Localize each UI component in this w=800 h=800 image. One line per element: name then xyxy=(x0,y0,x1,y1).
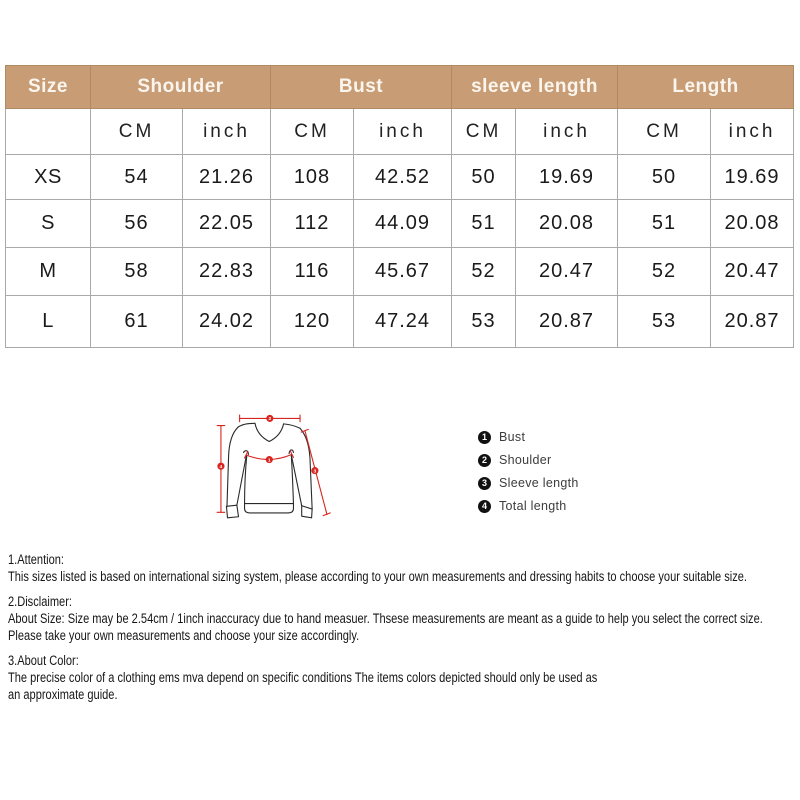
unit-header-cell: CM xyxy=(90,108,183,155)
legend-item-shoulder: 2 Shoulder xyxy=(478,452,579,468)
size-row: XS 54 21.26 108 42.52 50 19.69 50 19.69 xyxy=(5,154,795,200)
measurement-cell: 54 xyxy=(90,154,183,200)
column-group-header: Size xyxy=(5,65,91,109)
measurement-cell: 22.05 xyxy=(182,199,271,248)
measurement-cell: 44.09 xyxy=(352,199,453,248)
legend-item-bust: 1 Bust xyxy=(478,429,579,445)
column-group-header: sleeve length xyxy=(451,65,619,109)
legend-item-label: Total length xyxy=(499,499,567,513)
measurement-cell: 20.87 xyxy=(710,295,795,348)
unit-header-cell: CM xyxy=(617,108,712,155)
measurement-cell: 42.52 xyxy=(352,154,453,200)
measurement-cell: 112 xyxy=(270,199,354,248)
measurement-cell: 53 xyxy=(451,295,517,348)
legend-item-label: Bust xyxy=(499,430,526,444)
measurement-cell: 19.69 xyxy=(515,154,619,200)
measurement-cell: 51 xyxy=(617,199,712,248)
measurement-cell: 52 xyxy=(617,247,712,296)
attention-section: 1.Attention: This sizes listed is based … xyxy=(8,551,791,585)
marker-num-shoulder: 2 xyxy=(268,416,271,422)
column-group-row: Size Shoulder Bust sleeve length Length xyxy=(5,65,795,109)
disclaimer-text-line1: About Size: Size may be 2.54cm / 1inch i… xyxy=(8,611,763,626)
measurement-cell: 20.87 xyxy=(515,295,619,348)
column-group-header: Shoulder xyxy=(90,65,271,109)
sweater-outline xyxy=(225,422,313,519)
measurement-cell: 20.08 xyxy=(710,199,795,248)
measurement-cell: 45.67 xyxy=(352,247,453,296)
marker-num-bust: 1 xyxy=(268,457,271,463)
column-group-header: Bust xyxy=(269,65,453,109)
measurement-cell: 21.26 xyxy=(182,154,271,200)
marker-num-length: 4 xyxy=(220,464,223,470)
measurement-cell: 24.02 xyxy=(182,295,271,348)
legend-number-badge: 3 xyxy=(478,476,491,490)
size-chart-header: Size Shoulder Bust sleeve length Length CM in… xyxy=(5,65,795,155)
legend-item-sleeve-length: 3 Sleeve length xyxy=(478,475,579,491)
legend-number-badge: 4 xyxy=(478,499,491,513)
about-color-title: 3.About Color: xyxy=(8,653,79,668)
measurement-cell: 20.08 xyxy=(515,199,619,248)
legend-item-label: Shoulder xyxy=(499,453,552,467)
measurement-cell: 20.47 xyxy=(710,247,795,296)
measurement-cell: 53 xyxy=(617,295,712,348)
size-label-cell: S xyxy=(5,199,91,248)
measurement-cell: 22.83 xyxy=(182,247,271,296)
measurement-markers: 2 4 1 3 xyxy=(217,414,319,475)
size-row: L 61 24.02 120 47.24 53 20.87 53 20.87 xyxy=(5,295,795,348)
about-color-section: 3.About Color: The precise color of a cl… xyxy=(8,652,791,703)
size-label-cell: XS xyxy=(5,154,91,200)
measurement-cell: 20.47 xyxy=(515,247,619,296)
measurement-cell: 50 xyxy=(451,154,517,200)
measurement-cell: 19.69 xyxy=(710,154,795,200)
disclaimer-section: 2.Disclaimer: About Size: Size may be 2.… xyxy=(8,593,791,644)
marker-circle-shoulder xyxy=(266,414,274,422)
size-chart-table: Size Shoulder Bust sleeve length Length CM in… xyxy=(5,65,795,348)
measurement-legend: 1 Bust 2 Shoulder 3 Sleeve length 4 Tota… xyxy=(478,429,579,521)
size-row: S 56 22.05 112 44.09 51 20.08 51 20.08 xyxy=(5,199,795,248)
disclaimer-text-line2: Please take your own measurements and ch… xyxy=(8,628,360,643)
measurement-cell: 108 xyxy=(270,154,354,200)
disclaimer-title: 2.Disclaimer: xyxy=(8,594,72,609)
measurement-cell: 56 xyxy=(90,199,183,248)
size-chart-body: XS 54 21.26 108 42.52 50 19.69 50 19.69 S 56 22.05 1… xyxy=(5,154,795,348)
unit-header-cell: inch xyxy=(710,108,795,155)
legend-number-badge: 1 xyxy=(478,430,491,444)
unit-header-cell: CM xyxy=(451,108,517,155)
legend-item-label: Sleeve length xyxy=(499,476,579,490)
measurement-lines xyxy=(216,414,331,517)
empty-header-cell xyxy=(5,108,91,155)
measurement-cell: 47.24 xyxy=(352,295,453,348)
size-label-cell: L xyxy=(5,295,91,348)
measurement-cell: 61 xyxy=(90,295,183,348)
about-color-text-line1: The precise color of a clothing ems mva … xyxy=(8,670,598,685)
unit-header-cell: inch xyxy=(182,108,271,155)
marker-circle-length xyxy=(217,462,225,470)
measurement-cell: 50 xyxy=(617,154,712,200)
marker-circle-sleeve xyxy=(311,467,319,475)
measurement-cell: 116 xyxy=(270,247,354,296)
size-row: M 58 22.83 116 45.67 52 20.47 52 20.47 xyxy=(5,247,795,296)
legend-number-badge: 2 xyxy=(478,453,491,467)
size-label-cell: M xyxy=(5,247,91,296)
measurement-cell: 58 xyxy=(90,247,183,296)
legend-item-total-length: 4 Total length xyxy=(478,498,579,514)
measurement-cell: 51 xyxy=(451,199,517,248)
unit-row: CM inch CM inch CM inch CM inch xyxy=(5,108,795,155)
attention-text: This sizes listed is based on internatio… xyxy=(8,569,747,584)
unit-header-cell: CM xyxy=(270,108,354,155)
marker-num-sleeve: 3 xyxy=(314,468,317,474)
column-group-header: Length xyxy=(617,65,795,109)
measurement-cell: 52 xyxy=(451,247,517,296)
about-color-text-line2: an approximate guide. xyxy=(8,687,118,702)
unit-header-cell: inch xyxy=(515,108,619,155)
sweater-measurement-diagram: 2 4 1 3 xyxy=(216,414,331,519)
attention-title: 1.Attention: xyxy=(8,552,65,567)
marker-circle-bust xyxy=(265,456,273,464)
notes-section: 1.Attention: This sizes listed is based … xyxy=(8,551,791,703)
measurement-cell: 120 xyxy=(270,295,354,348)
unit-header-cell: inch xyxy=(352,108,453,155)
